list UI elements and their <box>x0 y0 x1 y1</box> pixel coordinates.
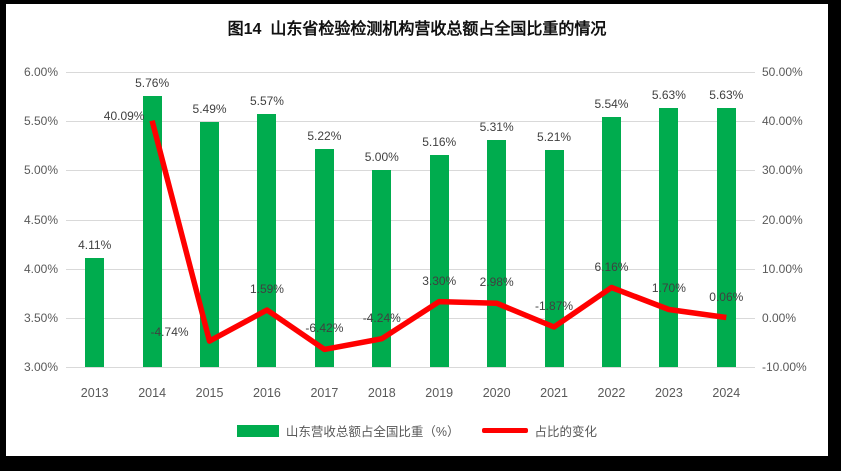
gridline <box>66 72 755 73</box>
right-axis-tick-label: 20.00% <box>762 212 803 227</box>
right-axis-tick-label: 50.00% <box>762 65 803 79</box>
line-value-label: -4.24% <box>362 310 401 325</box>
line-series-path <box>149 120 727 353</box>
legend-label-bar-series: 山东营收总额占全国比重（%） <box>285 425 460 439</box>
bar-value-label: 5.63% <box>709 88 744 103</box>
legend-item-bar-series: 山东营收总额占全国比重（%） <box>236 421 460 440</box>
left-axis-tick-label: 5.50% <box>23 114 58 129</box>
right-axis-tick-label: 40.00% <box>762 114 803 129</box>
x-axis-label-2020: 2020 <box>482 386 511 400</box>
left-axis-tick-label: 6.00% <box>23 65 58 79</box>
bar-2016 <box>257 114 277 367</box>
line-value-label: 2.98% <box>479 275 514 290</box>
line-value-label: 40.09% <box>103 108 145 123</box>
left-axis-tick-label: 3.00% <box>23 360 58 374</box>
line-series-swatch-icon <box>481 428 528 433</box>
bar-value-label: 5.57% <box>249 94 284 109</box>
gridline <box>66 367 755 368</box>
line-value-label: 6.16% <box>594 259 629 274</box>
x-axis-label-2023: 2023 <box>654 386 683 400</box>
x-axis-label-2024: 2024 <box>712 386 741 400</box>
bar-series-swatch-icon <box>236 424 279 437</box>
bar-value-label: 5.22% <box>307 128 342 143</box>
bar-2013 <box>85 257 105 367</box>
line-value-label: 1.59% <box>249 282 284 297</box>
x-axis-label-2021: 2021 <box>540 386 568 400</box>
bar-2019 <box>429 154 449 367</box>
bar-value-label: 5.16% <box>422 134 457 149</box>
bar-2015 <box>200 122 220 367</box>
line-value-label: -1.87% <box>535 299 574 314</box>
bar-value-label: 5.54% <box>594 97 629 112</box>
x-axis-label-2022: 2022 <box>597 386 626 400</box>
x-axis-label-2013: 2013 <box>80 386 109 400</box>
gridline <box>66 268 755 270</box>
chart-title: 图14 山东省检验检测机构营收总额占全国比重的情况 <box>227 21 607 38</box>
bar-value-label: 5.63% <box>651 88 686 103</box>
x-axis-label-2018: 2018 <box>367 386 396 400</box>
x-axis-label-2016: 2016 <box>253 386 281 400</box>
bar-value-label: 4.11% <box>78 237 112 252</box>
bar-value-label: 5.49% <box>192 102 227 117</box>
x-axis-label-2019: 2019 <box>425 386 454 400</box>
bar-2021 <box>544 149 564 367</box>
legend: 山东营收总额占全国比重（%） 占比的变化 <box>6 421 828 440</box>
bar-2023 <box>659 108 679 367</box>
bar-value-label: 5.76% <box>135 75 170 90</box>
gridline <box>66 121 755 123</box>
left-axis-tick-label: 3.50% <box>23 310 58 325</box>
left-axis-tick-label: 4.50% <box>23 212 58 227</box>
x-axis-label-2014: 2014 <box>138 386 167 400</box>
right-axis-tick-label: 30.00% <box>762 163 803 178</box>
bar-value-label: 5.21% <box>537 129 572 144</box>
bar-2024 <box>716 108 736 367</box>
right-axis-tick-label: -10.00% <box>762 360 807 374</box>
line-value-label: -4.74% <box>150 325 189 340</box>
gridline <box>66 219 755 221</box>
legend-label-line-series: 占比的变化 <box>534 425 598 439</box>
left-axis-tick-label: 4.00% <box>23 261 58 276</box>
bar-value-label: 5.31% <box>479 119 514 134</box>
right-axis-tick-label: 10.00% <box>762 261 803 276</box>
bar-2017 <box>314 148 334 367</box>
bar-2014 <box>142 95 162 367</box>
bar-2018 <box>372 170 392 367</box>
line-value-label: 3.30% <box>422 273 457 288</box>
gridline <box>66 170 755 172</box>
x-axis-label-2017: 2017 <box>310 386 339 400</box>
legend-item-line-series: 占比的变化 <box>481 421 598 440</box>
left-axis-tick-label: 5.00% <box>23 163 58 178</box>
bar-2020 <box>487 139 507 367</box>
bar-value-label: 5.00% <box>364 150 399 165</box>
bar-2022 <box>601 117 621 367</box>
line-value-label: -6.42% <box>305 321 344 336</box>
line-value-label: 0.06% <box>709 289 744 304</box>
right-axis-tick-label: 0.00% <box>762 310 797 325</box>
line-value-label: 1.70% <box>651 281 686 296</box>
x-axis-label-2015: 2015 <box>195 386 224 400</box>
